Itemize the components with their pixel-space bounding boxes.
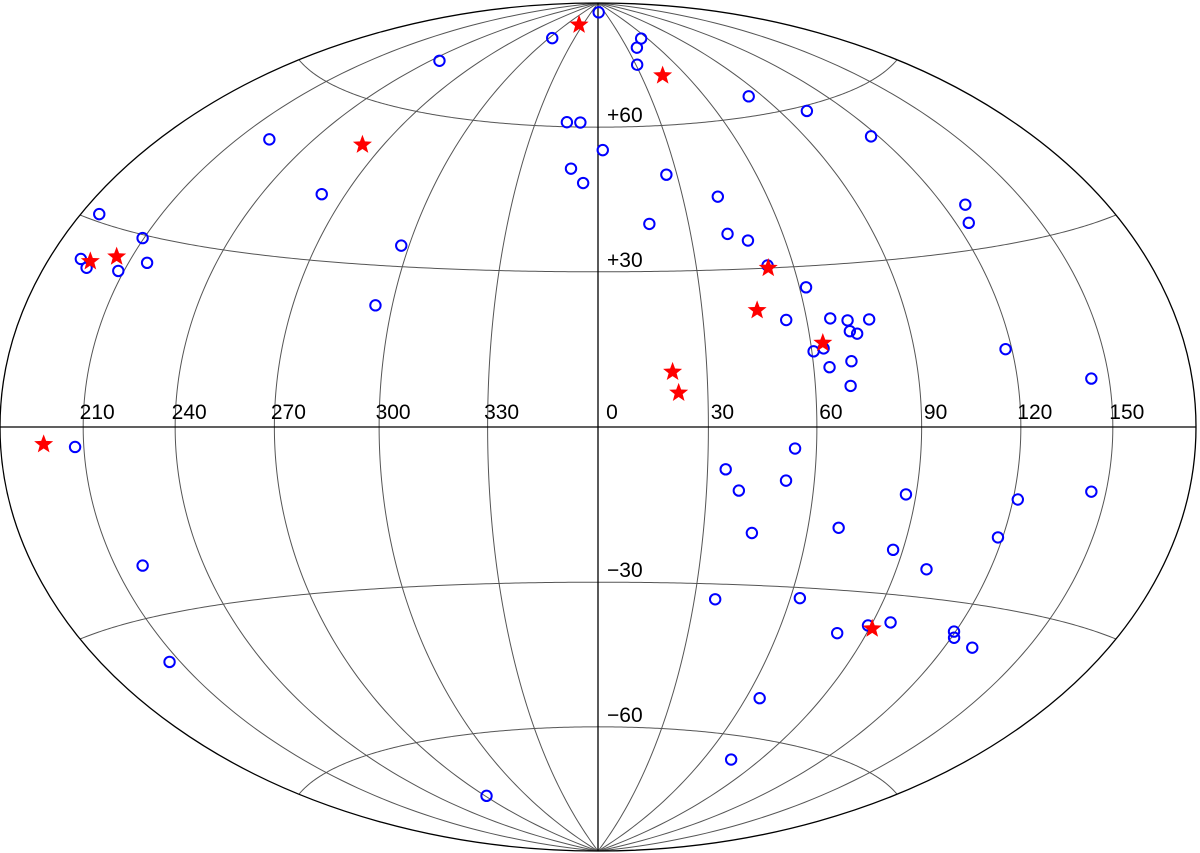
circle-marker (369, 299, 382, 312)
circle-marker (947, 631, 961, 644)
circle-marker (315, 187, 328, 201)
longitude-tick-label: 330 (484, 401, 519, 424)
circle-marker (844, 379, 857, 393)
longitude-tick-label: 90 (924, 401, 947, 424)
circle-marker (596, 143, 609, 157)
circle-marker (999, 342, 1012, 356)
circle-marker (93, 207, 106, 221)
circle-marker (564, 162, 578, 175)
circle-marker (843, 325, 857, 338)
circle-marker (724, 753, 738, 766)
circle-marker (560, 116, 574, 129)
star-marker (34, 434, 54, 453)
circle-marker (574, 116, 587, 129)
circle-marker (991, 531, 1005, 544)
longitude-tick-label: 300 (376, 401, 411, 424)
circle-marker (1011, 493, 1024, 506)
star-marker (669, 382, 689, 401)
circle-marker (807, 345, 820, 358)
circle-marker (660, 168, 673, 181)
star-marker (352, 134, 372, 153)
star-marker (813, 333, 833, 352)
star-marker (107, 246, 127, 265)
circle-marker (643, 217, 656, 231)
circle-marker (112, 264, 125, 278)
longitude-tick-label: 270 (271, 401, 306, 424)
circle-marker (263, 133, 276, 146)
circle-marker (788, 442, 802, 455)
star-marker (758, 258, 778, 277)
circle-marker (708, 593, 722, 606)
latitude-tick-label: −60 (607, 704, 643, 727)
longitude-tick-label: 60 (819, 401, 842, 424)
circle-marker (719, 463, 732, 476)
circle-marker (745, 526, 759, 540)
circle-marker (850, 327, 864, 340)
circle-marker (966, 641, 979, 654)
circle-marker (68, 440, 82, 454)
circle-marker (899, 488, 913, 501)
tick-labels: 210 240 270 300 330 0 30 60 90 120 150 +60 +30 −30 −60 (80, 104, 1145, 727)
circle-marker (962, 216, 975, 230)
circle-marker (1085, 372, 1098, 385)
circle-marker (800, 104, 814, 118)
star-markers-series (34, 14, 882, 637)
circle-marker (886, 543, 900, 557)
circle-marker (947, 625, 961, 638)
longitude-tick-label: 240 (172, 401, 207, 424)
circle-marker (824, 312, 837, 325)
star-marker (569, 14, 589, 33)
circle-marker (884, 616, 897, 629)
circle-marker (741, 234, 755, 247)
circle-marker (832, 521, 845, 534)
star-marker (862, 618, 882, 637)
circle-marker (959, 198, 972, 211)
circle-marker (742, 90, 755, 103)
circle-marker (721, 227, 734, 241)
circle-marker (920, 563, 933, 576)
circle-marker (433, 54, 446, 67)
circle-marker (793, 591, 807, 605)
circle-marker (592, 6, 605, 19)
circle-marker (799, 281, 813, 294)
longitude-tick-label: 30 (711, 401, 734, 424)
circle-marker (753, 692, 766, 705)
star-marker (653, 65, 673, 84)
circle-marker (732, 484, 746, 497)
latitude-tick-label: −30 (607, 559, 643, 582)
star-marker (80, 251, 100, 270)
circle-marker (830, 626, 844, 640)
circle-marker (163, 655, 176, 669)
circle-marker (1085, 485, 1098, 498)
longitude-tick-label: 0 (606, 401, 618, 424)
circle-marker (780, 313, 793, 327)
circle-marker (136, 559, 149, 572)
star-marker (747, 300, 767, 319)
circle-marker (140, 256, 154, 270)
circle-marker (845, 355, 858, 368)
latitude-tick-label: +60 (607, 104, 643, 127)
longitude-tick-label: 210 (80, 401, 115, 424)
longitude-tick-label: 120 (1017, 401, 1052, 424)
latitude-tick-label: +30 (607, 249, 643, 272)
circle-marker (634, 32, 648, 45)
circle-marker (395, 239, 408, 252)
circle-marker (779, 474, 793, 487)
circle-marker (480, 789, 493, 803)
circle-marker (864, 130, 878, 143)
circle-marker (546, 31, 559, 45)
star-marker (663, 361, 683, 381)
circle-marker (711, 190, 725, 203)
circle-marker (630, 58, 644, 71)
circle-marker (823, 361, 836, 374)
circle-marker (136, 231, 149, 245)
longitude-tick-label: 150 (1109, 401, 1144, 424)
circle-marker (862, 313, 876, 326)
circle-marker (576, 176, 590, 190)
circle-marker (841, 314, 854, 327)
